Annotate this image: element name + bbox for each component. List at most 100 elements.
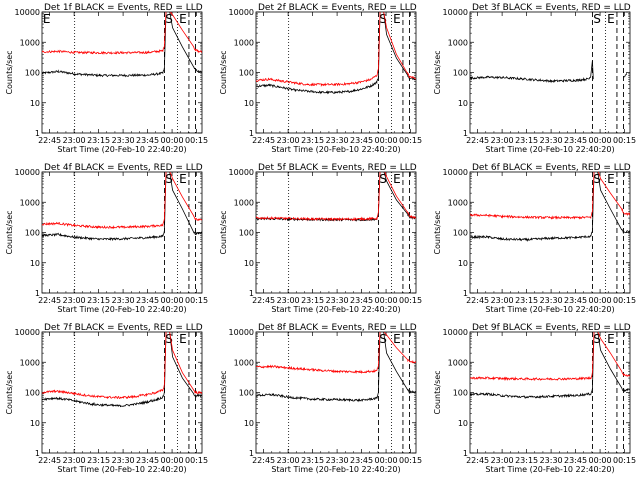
- y-tick-label: 1000: [20, 358, 40, 367]
- x-axis-label: Start Time (20-Feb-10 22:40:20): [485, 465, 614, 474]
- x-axis-label: Start Time (20-Feb-10 22:40:20): [485, 145, 614, 154]
- y-tick-label: 1: [249, 449, 254, 458]
- y-tick-label: 10: [30, 419, 40, 428]
- series-line-lld: [42, 12, 202, 55]
- x-tick-label: 23:45: [350, 456, 373, 465]
- y-tick-label: 10: [244, 259, 254, 268]
- x-tick-label: 23:30: [540, 456, 563, 465]
- y-tick-label: 100: [453, 69, 468, 78]
- plot-frame: [469, 171, 631, 294]
- event-lines: [591, 332, 624, 453]
- x-tick-label: 00:00: [161, 456, 184, 465]
- x-tick-label: 23:45: [564, 296, 587, 305]
- series-line-lld: [42, 332, 202, 400]
- y-tick-label: 10000: [229, 8, 254, 17]
- series-line-events: [470, 332, 630, 399]
- x-tick-label: 00:00: [375, 296, 398, 305]
- y-tick-label: 100: [239, 389, 254, 398]
- x-tick-label: 00:00: [161, 296, 184, 305]
- event-marker-s: S: [379, 332, 387, 346]
- x-tick-label: 23:45: [350, 136, 373, 145]
- series-line-lld: [256, 12, 416, 87]
- y-tick-label: 100: [25, 69, 40, 78]
- x-tick-label: 00:00: [161, 136, 184, 145]
- plot-frame: [255, 331, 417, 454]
- y-tick-label: 10: [244, 419, 254, 428]
- chart-panel-1: Det 1f BLACK = Events, RED = LLD 1 10 100 10…: [5, 3, 208, 154]
- event-marker-e: E: [607, 12, 615, 26]
- x-tick-label: 00:15: [399, 136, 422, 145]
- chart-panel-8: Det 8f BLACK = Events, RED = LLD 1 10 100 10…: [219, 323, 422, 474]
- x-tick-label: 23:00: [63, 456, 86, 465]
- y-axis-label: Counts/sec: [433, 50, 442, 94]
- x-tick-label: 22:45: [466, 136, 489, 145]
- y-tick-label: 1: [463, 129, 468, 138]
- y-tick-label: 1: [35, 289, 40, 298]
- y-tick-label: 10000: [15, 328, 40, 337]
- series-line-lld: [256, 172, 416, 222]
- y-tick-label: 1000: [234, 198, 254, 207]
- plot-frame: [41, 171, 203, 294]
- series-line-events: [42, 12, 202, 78]
- x-tick-label: 22:45: [38, 136, 61, 145]
- x-tick-label: 22:45: [252, 296, 275, 305]
- x-tick-label: 23:30: [540, 136, 563, 145]
- chart-panel-7: Det 7f BLACK = Events, RED = LLD 1 10 100 10…: [5, 323, 208, 474]
- y-tick-label: 1000: [448, 358, 468, 367]
- event-marker-s: S: [593, 12, 601, 26]
- plot-frame: [469, 331, 631, 454]
- y-tick-label: 1: [249, 289, 254, 298]
- event-lines: [74, 332, 196, 453]
- y-tick-label: 10: [458, 419, 468, 428]
- plot-frame: [255, 171, 417, 294]
- x-tick-label: 22:45: [38, 456, 61, 465]
- chart-panel-4: Det 4f BLACK = Events, RED = LLD 1 10 100 10…: [5, 163, 208, 314]
- x-tick-label: 00:15: [185, 456, 208, 465]
- chart-title: Det 3f BLACK = Events, RED = LLD: [472, 3, 631, 13]
- x-tick-label: 23:15: [301, 456, 324, 465]
- event-lines: [288, 172, 410, 293]
- x-tick-label: 23:00: [63, 296, 86, 305]
- plot-frame: [255, 11, 417, 134]
- series-group: [256, 172, 416, 222]
- series-group: [470, 172, 630, 242]
- x-axis-label: Start Time (20-Feb-10 22:40:20): [271, 305, 400, 314]
- x-tick-label: 00:00: [375, 456, 398, 465]
- y-tick-label: 1: [35, 449, 40, 458]
- y-tick-label: 1000: [20, 198, 40, 207]
- series-line-lld: [42, 172, 202, 230]
- y-tick-label: 10000: [229, 168, 254, 177]
- x-tick-label: 23:45: [136, 296, 159, 305]
- x-tick-label: 23:30: [326, 296, 349, 305]
- y-tick-label: 1: [463, 289, 468, 298]
- chart-title: Det 7f BLACK = Events, RED = LLD: [44, 323, 203, 333]
- event-marker-e: E: [393, 12, 401, 26]
- x-tick-label: 23:15: [515, 136, 538, 145]
- event-lines: [74, 12, 196, 133]
- y-tick-label: 10: [458, 259, 468, 268]
- x-tick-label: 23:00: [491, 296, 514, 305]
- y-axis-label: Counts/sec: [219, 210, 228, 254]
- event-marker-e: E: [179, 172, 187, 186]
- y-tick-label: 1: [463, 449, 468, 458]
- event-marker-e: E: [43, 12, 51, 26]
- x-tick-label: 23:00: [277, 456, 300, 465]
- x-tick-label: 00:15: [185, 136, 208, 145]
- event-marker-e: E: [607, 332, 615, 346]
- event-lines: [591, 12, 624, 133]
- y-tick-label: 100: [453, 229, 468, 238]
- x-tick-label: 00:15: [613, 456, 636, 465]
- x-tick-label: 23:00: [277, 136, 300, 145]
- y-axis-label: Counts/sec: [5, 210, 14, 254]
- x-axis-label: Start Time (20-Feb-10 22:40:20): [57, 465, 186, 474]
- y-tick-label: 100: [25, 229, 40, 238]
- x-tick-label: 23:45: [564, 456, 587, 465]
- chart-panel-6: Det 6f BLACK = Events, RED = LLD 1 10 100 10…: [433, 163, 636, 314]
- x-axis-label: Start Time (20-Feb-10 22:40:20): [57, 145, 186, 154]
- y-tick-label: 100: [25, 389, 40, 398]
- x-tick-label: 23:00: [277, 296, 300, 305]
- chart-title: Det 9f BLACK = Events, RED = LLD: [472, 323, 631, 333]
- x-tick-label: 23:30: [326, 456, 349, 465]
